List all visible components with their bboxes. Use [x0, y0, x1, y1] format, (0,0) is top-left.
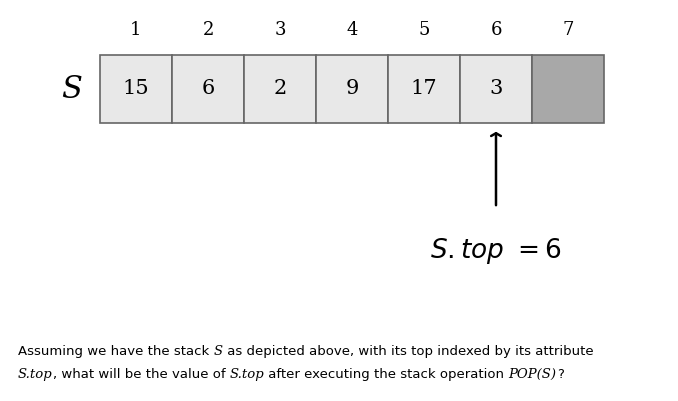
Text: S.top: S.top: [18, 368, 53, 381]
Text: POP(S): POP(S): [508, 368, 557, 381]
Text: S: S: [214, 345, 222, 358]
Text: Assuming we have the stack: Assuming we have the stack: [18, 345, 214, 358]
Bar: [100, 55, 172, 123]
Text: ?: ?: [557, 368, 563, 381]
Text: 15: 15: [123, 79, 149, 99]
Bar: [388, 55, 460, 123]
Bar: [316, 55, 388, 123]
Text: 3: 3: [274, 21, 285, 39]
Text: $\mathit{S.top}$ $= 6$: $\mathit{S.top}$ $= 6$: [431, 236, 561, 266]
Text: 2: 2: [273, 79, 287, 99]
Text: 4: 4: [346, 21, 358, 39]
Text: S: S: [62, 73, 83, 105]
Text: S.top: S.top: [230, 368, 264, 381]
Text: , what will be the value of: , what will be the value of: [53, 368, 230, 381]
Text: as depicted above, with its top indexed by its attribute: as depicted above, with its top indexed …: [222, 345, 593, 358]
Text: 9: 9: [345, 79, 359, 99]
Text: 17: 17: [411, 79, 437, 99]
Bar: [172, 55, 244, 123]
Text: 6: 6: [201, 79, 215, 99]
Bar: [460, 55, 532, 123]
Bar: [532, 55, 604, 123]
Text: 3: 3: [490, 79, 502, 99]
Text: 1: 1: [130, 21, 142, 39]
Text: 5: 5: [418, 21, 430, 39]
Bar: [244, 55, 316, 123]
Text: 2: 2: [202, 21, 214, 39]
Text: after executing the stack operation: after executing the stack operation: [264, 368, 508, 381]
Text: 7: 7: [562, 21, 574, 39]
Text: 6: 6: [490, 21, 502, 39]
